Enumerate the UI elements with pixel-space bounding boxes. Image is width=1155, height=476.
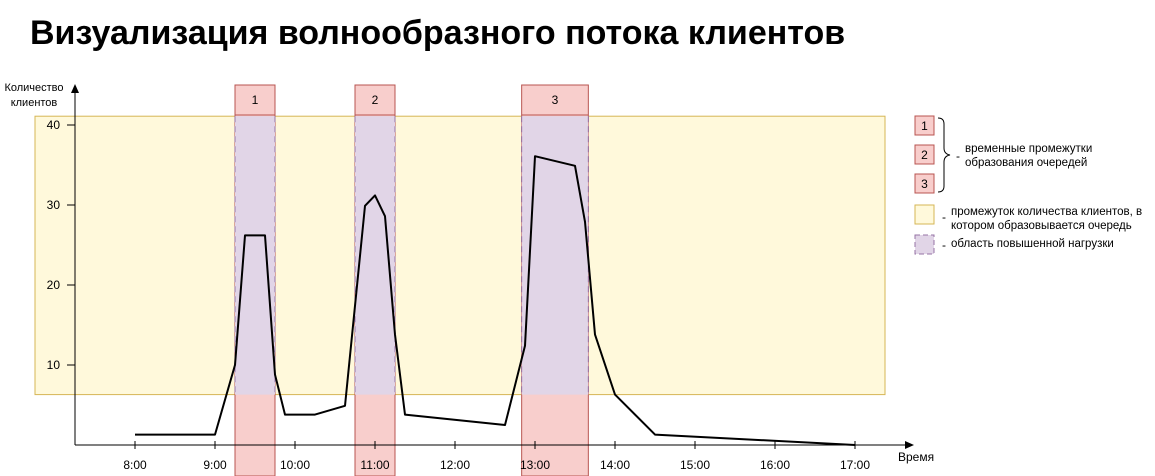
legend-load-swatch: [914, 234, 935, 255]
y-tick-label: 10: [47, 358, 61, 372]
legend-interval-swatch-1: [914, 115, 935, 136]
client-flow-line: [135, 155, 856, 446]
x-tick-label: 13:00: [520, 458, 550, 472]
queue-interval-label: 1: [252, 93, 259, 107]
y-tick-label: 20: [47, 278, 61, 292]
legend-intervals-dash: -: [956, 149, 960, 163]
x-tick-label: 10:00: [280, 458, 310, 472]
x-tick-label: 14:00: [600, 458, 630, 472]
x-tick-label: 11:00: [360, 458, 389, 472]
y-axis-label-line2: клиентов: [11, 97, 58, 109]
high-load-area-1: [235, 116, 275, 395]
legend-interval-swatch-2: [914, 144, 935, 165]
y-tick-label: 40: [47, 118, 61, 132]
x-tick-label: 8:00: [123, 458, 147, 472]
legend-range-dash: -: [942, 210, 946, 224]
legend-intervals-text: временные промежутки образования очереде…: [965, 143, 1093, 169]
y-axis-arrow: [71, 84, 79, 93]
legend-interval-swatch-3: [914, 173, 935, 194]
x-tick-label: 16:00: [760, 458, 790, 472]
y-axis-label-line1: Количество: [4, 82, 63, 94]
legend-range-text: промежуток количества клиентов, в которо…: [951, 206, 1143, 232]
x-tick-label: 15:00: [680, 458, 710, 472]
legend-load-dash: -: [942, 238, 946, 252]
page-title: Визуализация волнообразного потока клиен…: [30, 14, 846, 52]
x-tick-label: 12:00: [440, 458, 470, 472]
legend-interval-label: 3: [921, 177, 928, 191]
x-tick-label: 17:00: [840, 458, 870, 472]
queue-client-range: [34, 115, 886, 396]
queue-interval-label: 2: [372, 93, 379, 107]
legend-interval-label: 2: [921, 148, 928, 162]
high-load-area-3: [521, 116, 589, 395]
legend-range-swatch: [914, 204, 935, 225]
legend-interval-label: 1: [921, 119, 928, 133]
x-axis-label: Время: [898, 450, 934, 464]
legend-load-text: область повышенной нагрузки: [951, 238, 1114, 250]
x-tick-label: 9:00: [203, 458, 227, 472]
y-tick-label: 30: [47, 198, 61, 212]
queue-interval-label: 3: [552, 93, 559, 107]
legend-brace: [937, 117, 951, 193]
x-axis-arrow: [905, 441, 914, 449]
